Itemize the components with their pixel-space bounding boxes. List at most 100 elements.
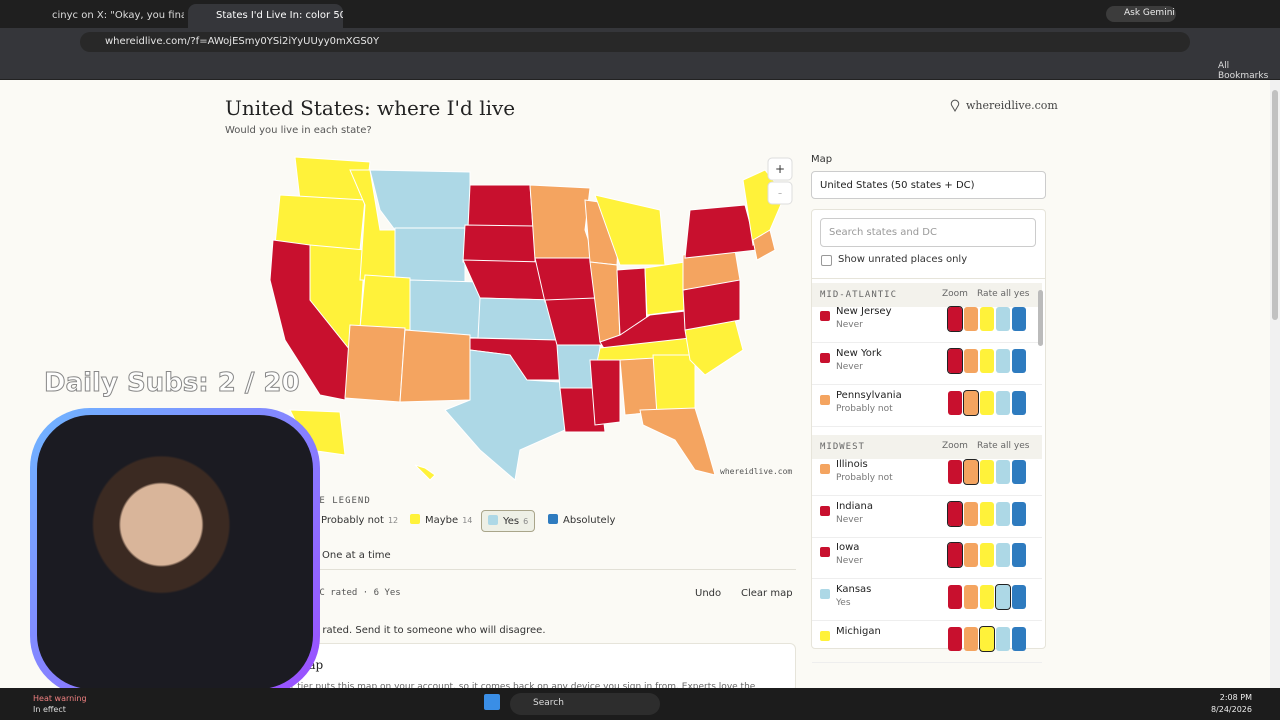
state[interactable] (589, 359, 621, 426)
rating-button[interactable] (979, 626, 995, 652)
map-select[interactable]: United States (50 states + DC) (811, 171, 1046, 199)
state-status: Probably not (836, 404, 893, 414)
rating-button[interactable] (996, 543, 1010, 567)
rating-button[interactable] (996, 307, 1010, 331)
state[interactable] (462, 224, 536, 266)
ask-gemini[interactable]: Ask Gemini (1106, 6, 1176, 22)
rating-button[interactable] (947, 348, 963, 374)
zoom-out-button[interactable] (767, 181, 793, 205)
tab[interactable]: cinyc on X: "Okay, you finally go (52, 10, 184, 21)
state[interactable] (477, 297, 558, 341)
state[interactable] (369, 169, 471, 231)
state-status: Yes (836, 598, 851, 608)
rate-all-button[interactable]: Rate all yes (977, 289, 1030, 299)
zoom-in-button[interactable] (767, 157, 793, 181)
rating-button[interactable] (996, 349, 1010, 373)
state[interactable] (359, 274, 411, 331)
state[interactable] (752, 229, 776, 261)
legend-item[interactable]: Absolutely (542, 510, 621, 532)
alert-title[interactable]: Heat warning (33, 694, 87, 703)
rating-button[interactable] (948, 460, 962, 484)
rating-button[interactable] (996, 502, 1010, 526)
rating-button[interactable] (947, 501, 963, 527)
state-status: Probably not (836, 473, 893, 483)
share-text: e rated. Send it to someone who will dis… (313, 625, 546, 636)
rating-button[interactable] (980, 391, 994, 415)
rating-button[interactable] (1012, 307, 1026, 331)
rating-button[interactable] (1012, 391, 1026, 415)
state[interactable] (409, 279, 481, 339)
legend-label: Absolutely (563, 515, 616, 526)
search-input[interactable]: Search states and DC (820, 218, 1036, 247)
rating-button[interactable] (996, 391, 1010, 415)
panel-label: Map (811, 154, 833, 165)
rating-button[interactable] (1012, 585, 1026, 609)
rating-button[interactable] (980, 349, 994, 373)
state[interactable] (684, 204, 758, 259)
state[interactable] (344, 324, 406, 403)
state[interactable] (529, 184, 596, 261)
state-color (820, 464, 830, 474)
all-bookmarks[interactable]: All Bookmarks (1218, 61, 1269, 81)
checkbox-label: Show unrated places only (838, 254, 968, 265)
rating-button[interactable] (947, 542, 963, 568)
state[interactable] (639, 407, 716, 476)
rating-button[interactable] (980, 307, 994, 331)
rating-button[interactable] (964, 307, 978, 331)
divider (300, 569, 796, 570)
rating-button[interactable] (1012, 543, 1026, 567)
clear-map-button[interactable]: Clear map (741, 588, 793, 599)
site-link[interactable]: whereidlive.com (966, 99, 1058, 112)
address-bar[interactable]: whereidlive.com/?f=AWojESmy0YSi2iYyUUyy0… (80, 32, 1190, 52)
rating-button[interactable] (964, 349, 978, 373)
state[interactable] (644, 261, 686, 316)
state[interactable] (399, 329, 471, 403)
rating-button[interactable] (964, 502, 978, 526)
state[interactable] (444, 349, 566, 481)
rating-button[interactable] (980, 543, 994, 567)
tab-active[interactable]: States I'd Live In: color 50 states (188, 4, 343, 28)
rate-all-button[interactable]: Rate all yes (977, 441, 1030, 451)
rating-button[interactable] (1012, 349, 1026, 373)
rating-button[interactable] (963, 459, 979, 485)
rating-button[interactable] (1012, 502, 1026, 526)
rating-button[interactable] (996, 627, 1010, 651)
rating-button[interactable] (980, 502, 994, 526)
group-header: MIDWEST Zoom Rate all yes (812, 435, 1042, 459)
state-status: Never (836, 320, 863, 330)
state-name: Pennsylvania (836, 390, 902, 401)
mode-option[interactable]: One at a time (322, 550, 391, 561)
rating-button[interactable] (1012, 627, 1026, 651)
state-name: Michigan (836, 626, 881, 637)
state-name: Illinois (836, 459, 868, 470)
rating-button[interactable] (964, 627, 978, 651)
rating-button[interactable] (964, 543, 978, 567)
state[interactable] (619, 357, 658, 416)
rating-button[interactable] (995, 584, 1011, 610)
rating-button[interactable] (980, 460, 994, 484)
rating-button[interactable] (963, 390, 979, 416)
rating-button[interactable] (1012, 460, 1026, 484)
legend-item[interactable]: Maybe 14 (404, 510, 478, 532)
card-body: pporter tier puts this map on your accou… (261, 682, 756, 692)
taskbar-search[interactable]: Search (510, 693, 660, 715)
rating-button[interactable] (948, 627, 962, 651)
checkbox[interactable] (821, 255, 832, 266)
rating-button[interactable] (948, 585, 962, 609)
state[interactable] (394, 227, 466, 286)
legend-item-selected[interactable]: Yes 6 (481, 510, 536, 532)
legend-count: 14 (462, 516, 473, 525)
undo-button[interactable]: Undo (695, 588, 722, 599)
state[interactable] (414, 464, 436, 481)
state[interactable] (467, 184, 534, 229)
rating-button[interactable] (964, 585, 978, 609)
rating-button[interactable] (996, 460, 1010, 484)
rating-button[interactable] (947, 306, 963, 332)
state[interactable] (534, 257, 596, 303)
zoom-header: Zoom (942, 289, 968, 299)
rating-button[interactable] (948, 391, 962, 415)
rating-button[interactable] (980, 585, 994, 609)
state[interactable] (652, 354, 696, 416)
start-button[interactable] (484, 694, 500, 710)
